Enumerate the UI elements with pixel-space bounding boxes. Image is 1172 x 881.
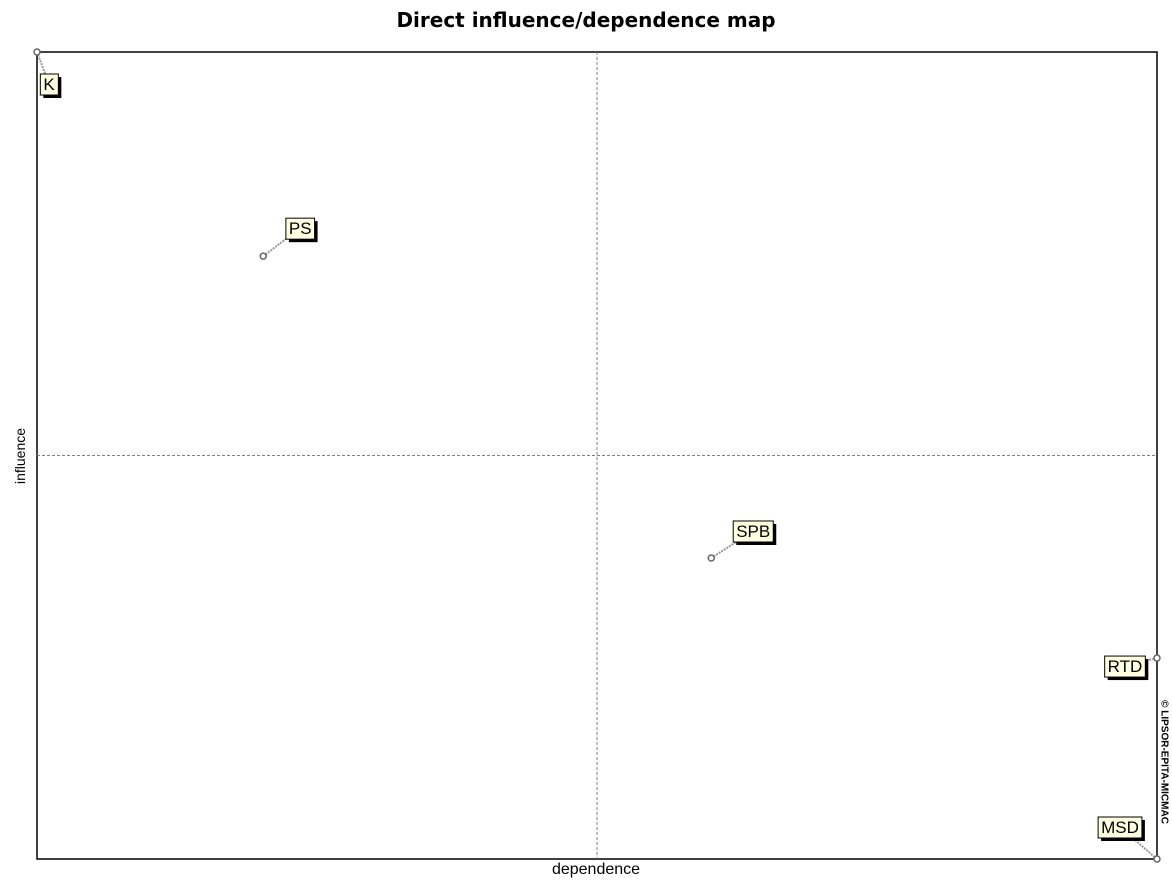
point-leader-line: [262, 227, 301, 257]
point-marker: [707, 554, 715, 562]
y-axis-label: influence: [12, 427, 28, 485]
point-marker: [33, 48, 41, 56]
point-leader-line: [710, 530, 754, 559]
point-k: K: [33, 48, 62, 98]
label-box: [1104, 655, 1146, 678]
point-label: PS: [289, 219, 312, 238]
point-label: SPB: [736, 522, 770, 541]
label-box: [1097, 816, 1143, 839]
point-ps: PS: [259, 217, 318, 260]
point-marker: [1153, 855, 1161, 863]
label-box: [285, 217, 316, 240]
point-msd: MSD: [1097, 816, 1161, 863]
point-label: RTD: [1108, 657, 1143, 676]
chart-title: Direct influence/dependence map: [396, 8, 776, 32]
x-axis-label: dependence: [551, 861, 641, 878]
point-rtd: RTD: [1104, 654, 1161, 681]
credit-text: © LIPSOR-EPITA-MICMAC: [1158, 700, 1170, 824]
point-marker: [1153, 654, 1161, 662]
point-marker: [259, 252, 267, 260]
point-label: MSD: [1101, 818, 1139, 837]
label-box: [732, 520, 774, 543]
points-layer: K PS SPB RTD MSD: [33, 48, 1161, 863]
label-box: [39, 73, 59, 96]
point-spb: SPB: [707, 520, 777, 562]
point-label: K: [43, 75, 55, 94]
